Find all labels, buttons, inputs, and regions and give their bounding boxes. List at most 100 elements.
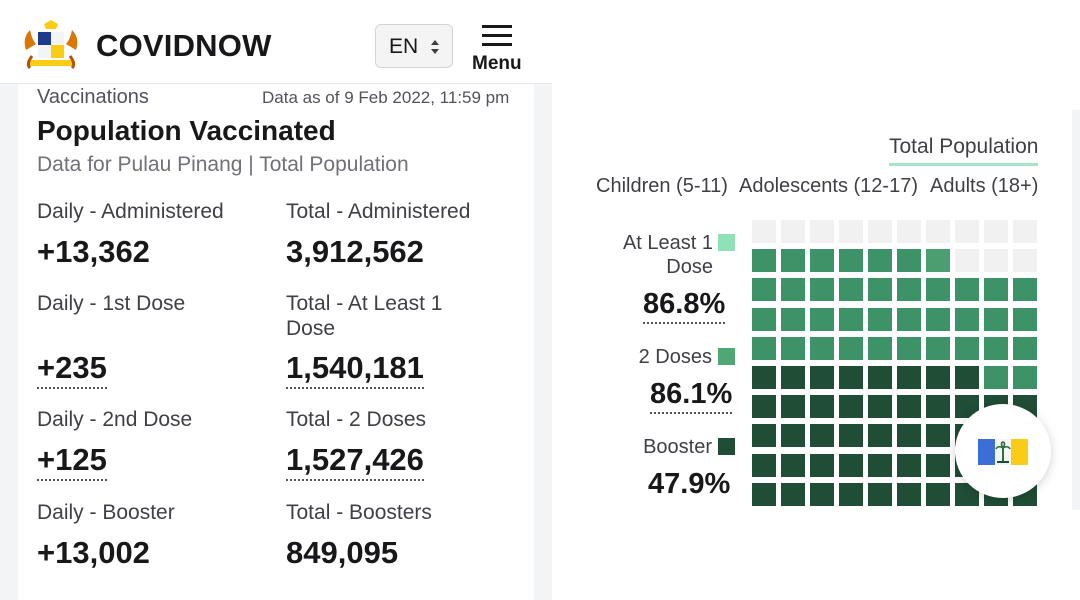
stat-label: Daily - Administered bbox=[37, 200, 224, 223]
legend-label-at-least-1-dose: At Least 1 Dose bbox=[622, 232, 713, 278]
waffle-cell bbox=[810, 307, 834, 331]
stat-value: +13,362 bbox=[37, 234, 150, 269]
waffle-cell bbox=[897, 220, 921, 243]
waffle-cell bbox=[868, 220, 892, 243]
percent-booster: 47.9% bbox=[648, 468, 731, 500]
percent-at-least-1-dose[interactable]: 86.8% bbox=[643, 288, 726, 324]
waffle-cell bbox=[839, 220, 863, 243]
stat-value[interactable]: +125 bbox=[37, 442, 107, 481]
stat-value: 3,912,562 bbox=[286, 234, 424, 269]
waffle-cell bbox=[810, 336, 834, 360]
legend-label-2-doses: 2 Doses bbox=[638, 346, 712, 368]
waffle-cell bbox=[781, 482, 805, 506]
language-value: EN bbox=[389, 35, 419, 58]
waffle-cell bbox=[926, 307, 950, 331]
waffle-cell bbox=[781, 424, 805, 448]
waffle-cell bbox=[839, 424, 863, 448]
menu-button[interactable]: Menu bbox=[468, 22, 528, 78]
stat-label: Total - 2 Doses bbox=[286, 408, 427, 431]
stat-value: 849,095 bbox=[286, 535, 399, 570]
stat-value[interactable]: 1,527,426 bbox=[286, 442, 424, 481]
legend-swatch-at-least-1-dose bbox=[718, 234, 735, 251]
waffle-cell bbox=[897, 395, 921, 419]
waffle-cell bbox=[752, 453, 776, 477]
legend-label-booster: Booster bbox=[643, 436, 712, 458]
waffle-cell bbox=[839, 453, 863, 477]
stat-label: Total - At Least 1 Dose bbox=[286, 292, 443, 340]
left-panel: COVIDNOW EN Menu Vaccinations Data as of… bbox=[0, 0, 552, 600]
state-flag-button[interactable] bbox=[955, 404, 1051, 498]
waffle-cell bbox=[810, 220, 834, 243]
waffle-cell bbox=[810, 278, 834, 302]
waffle-cell bbox=[781, 220, 805, 243]
waffle-cell bbox=[926, 336, 950, 360]
percent-2-doses[interactable]: 86.1% bbox=[650, 378, 733, 414]
tab-adolescents[interactable]: Adolescents (12-17) bbox=[739, 175, 918, 197]
data-timestamp: Data as of 9 Feb 2022, 11:59 pm bbox=[262, 88, 510, 107]
stat-value[interactable]: +235 bbox=[37, 350, 107, 389]
top-header: COVIDNOW EN Menu bbox=[0, 0, 552, 84]
waffle-cell bbox=[839, 482, 863, 506]
stat-label: Daily - 1st Dose bbox=[37, 292, 186, 315]
waffle-cell bbox=[984, 220, 1008, 243]
waffle-cell bbox=[839, 249, 863, 273]
waffle-cell bbox=[752, 307, 776, 331]
waffle-cell bbox=[781, 366, 805, 389]
waffle-cell bbox=[868, 249, 892, 273]
waffle-cell bbox=[868, 395, 892, 419]
waffle-cell bbox=[868, 453, 892, 477]
waffle-cell bbox=[984, 278, 1008, 302]
waffle-cell bbox=[810, 453, 834, 477]
waffle-cell bbox=[752, 249, 776, 273]
brand-title[interactable]: COVIDNOW bbox=[96, 28, 272, 63]
waffle-cell bbox=[868, 424, 892, 448]
waffle-cell bbox=[781, 307, 805, 331]
waffle-cell bbox=[781, 453, 805, 477]
section-label: Vaccinations bbox=[37, 86, 149, 108]
waffle-cell bbox=[955, 336, 979, 360]
waffle-cell bbox=[810, 249, 834, 273]
waffle-cell bbox=[752, 482, 776, 506]
waffle-cell bbox=[752, 220, 776, 243]
waffle-cell bbox=[781, 395, 805, 419]
tab-children[interactable]: Children (5-11) bbox=[596, 175, 728, 197]
legend-swatch-2-doses bbox=[718, 348, 735, 365]
waffle-cell bbox=[926, 424, 950, 448]
right-edge-strip bbox=[1072, 110, 1080, 510]
waffle-cell bbox=[810, 424, 834, 448]
waffle-cell bbox=[926, 482, 950, 506]
legend-swatch-booster bbox=[718, 438, 735, 455]
waffle-cell bbox=[897, 307, 921, 331]
waffle-cell bbox=[868, 336, 892, 360]
waffle-cell bbox=[868, 278, 892, 302]
waffle-cell bbox=[868, 482, 892, 506]
waffle-cell bbox=[752, 278, 776, 302]
stat-label: Total - Administered bbox=[286, 200, 471, 223]
language-select[interactable]: EN bbox=[375, 24, 453, 68]
waffle-cell bbox=[955, 278, 979, 302]
coat-of-arms-logo-icon[interactable] bbox=[18, 20, 84, 70]
waffle-cell bbox=[1013, 336, 1037, 360]
waffle-cell bbox=[926, 366, 950, 389]
waffle-cell bbox=[1013, 220, 1037, 243]
waffle-cell bbox=[1013, 307, 1037, 331]
waffle-cell bbox=[868, 366, 892, 389]
page-subtitle: Data for Pulau Pinang | Total Population bbox=[37, 153, 409, 176]
stat-label: Daily - 2nd Dose bbox=[37, 408, 193, 431]
tab-adults[interactable]: Adults (18+) bbox=[930, 175, 1039, 197]
waffle-cell bbox=[926, 220, 950, 243]
waffle-cell bbox=[781, 278, 805, 302]
page-title: Population Vaccinated bbox=[37, 115, 336, 146]
waffle-cell bbox=[1013, 366, 1037, 389]
waffle-cell bbox=[810, 482, 834, 506]
tab-total-population[interactable]: Total Population bbox=[889, 135, 1039, 166]
waffle-cell bbox=[955, 482, 979, 506]
waffle-cell bbox=[839, 395, 863, 419]
waffle-cell bbox=[955, 220, 979, 243]
menu-label: Menu bbox=[472, 53, 522, 74]
waffle-cell bbox=[926, 249, 950, 273]
waffle-cell bbox=[897, 249, 921, 273]
stat-value[interactable]: 1,540,181 bbox=[286, 350, 424, 389]
waffle-cell bbox=[839, 336, 863, 360]
waffle-cell bbox=[1013, 249, 1037, 273]
